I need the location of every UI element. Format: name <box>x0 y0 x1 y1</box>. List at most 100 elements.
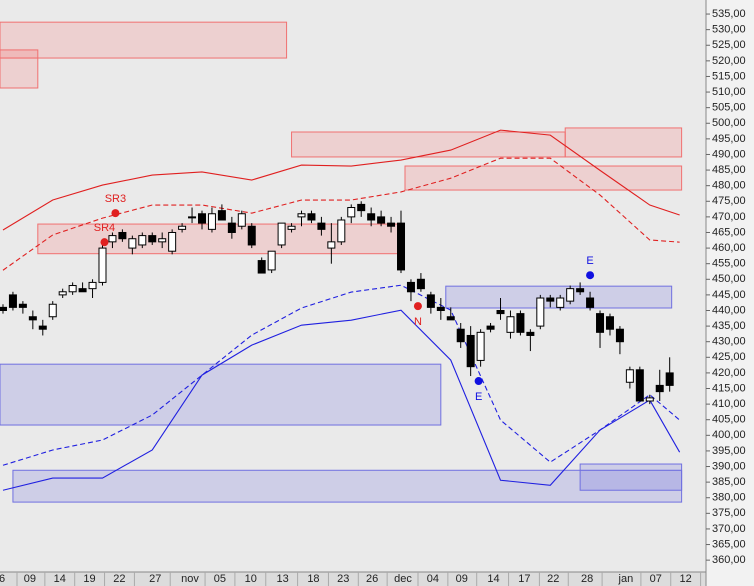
candle-body <box>367 213 376 221</box>
candle-body <box>98 247 107 283</box>
y-tick-label: 535,00 <box>712 8 746 20</box>
x-tick-label: 14 <box>54 573 66 585</box>
y-axis-area <box>706 0 754 586</box>
y-tick-label: 395,00 <box>712 445 746 457</box>
x-axis-area <box>0 572 706 586</box>
candle-body <box>426 294 435 308</box>
y-tick-label: 460,00 <box>712 242 746 254</box>
signal-marker <box>100 238 109 247</box>
zone <box>0 363 442 426</box>
candle-body <box>635 369 644 402</box>
y-tick-label: 430,00 <box>712 336 746 348</box>
x-tick-label: 22 <box>113 573 125 585</box>
candle-body <box>665 372 674 386</box>
y-tick-label: 410,00 <box>712 398 746 410</box>
candle-body <box>506 316 515 333</box>
x-tick-label: 23 <box>337 573 349 585</box>
zone <box>445 285 673 309</box>
candle-body <box>237 213 246 227</box>
candle-body <box>615 328 624 343</box>
candle-body <box>118 231 127 240</box>
y-tick-label: 475,00 <box>712 195 746 207</box>
candle-body <box>645 397 654 402</box>
y-tick-label: 525,00 <box>712 39 746 51</box>
candle-body <box>58 291 67 296</box>
y-tick-label: 510,00 <box>712 86 746 98</box>
candle-body <box>38 325 47 330</box>
signal-label: E <box>586 255 593 267</box>
candle-body <box>0 306 7 311</box>
candle-body <box>48 303 57 318</box>
signal-label: E <box>475 391 482 403</box>
y-tick-label: 375,00 <box>712 507 746 519</box>
candle-body <box>546 297 555 302</box>
zone <box>579 463 683 491</box>
y-tick-label: 505,00 <box>712 102 746 114</box>
x-tick-label: 14 <box>487 573 499 585</box>
x-tick-label: 09 <box>24 573 36 585</box>
y-tick-label: 415,00 <box>712 382 746 394</box>
y-tick-label: 405,00 <box>712 414 746 426</box>
y-tick-label: 520,00 <box>712 55 746 67</box>
candle-body <box>28 316 37 321</box>
candle-body <box>436 306 445 311</box>
signal-label: SR4 <box>94 222 115 234</box>
x-tick-label: 6 <box>0 573 5 585</box>
candle-body <box>128 238 137 249</box>
zone <box>291 131 566 158</box>
candle-body <box>18 303 27 308</box>
candle-body <box>227 222 236 233</box>
candle-body <box>158 238 167 243</box>
y-tick-label: 515,00 <box>712 70 746 82</box>
signal-marker <box>474 377 483 386</box>
y-tick-label: 485,00 <box>712 164 746 176</box>
candle-body <box>516 313 525 333</box>
y-tick-label: 360,00 <box>712 554 746 566</box>
candle-body <box>267 250 276 271</box>
candle-body <box>138 235 147 246</box>
indicator-line <box>2 309 681 491</box>
candle-body <box>486 325 495 330</box>
x-tick-label: 10 <box>245 573 257 585</box>
y-tick-label: 435,00 <box>712 320 746 332</box>
signal-label: N <box>414 316 422 328</box>
signal-marker <box>111 209 120 218</box>
candle-body <box>466 334 475 368</box>
candle-body <box>217 210 226 221</box>
y-tick-label: 490,00 <box>712 148 746 160</box>
y-tick-label: 470,00 <box>712 211 746 223</box>
x-tick-label: 22 <box>547 573 559 585</box>
candle-body <box>277 222 286 246</box>
y-tick-label: 370,00 <box>712 523 746 535</box>
candle-body <box>88 281 97 290</box>
zone <box>12 469 683 503</box>
signal-marker <box>413 302 422 311</box>
zone <box>37 223 402 255</box>
signal-marker <box>586 271 595 280</box>
y-tick-label: 365,00 <box>712 538 746 550</box>
zone <box>0 49 39 89</box>
y-tick-label: 445,00 <box>712 289 746 301</box>
candle-body <box>337 219 346 243</box>
x-tick-label: 28 <box>581 573 593 585</box>
signal-label: SR3 <box>105 193 126 205</box>
x-tick-label: 26 <box>366 573 378 585</box>
x-tick-label: 17 <box>518 573 530 585</box>
zone <box>404 165 683 191</box>
candle-body <box>148 235 157 243</box>
plot-layer: SR3 SR4 N E E <box>0 21 683 503</box>
candle-body <box>357 203 366 212</box>
candle-body <box>406 281 415 293</box>
x-tick-label: 19 <box>83 573 95 585</box>
y-tick-label: 480,00 <box>712 180 746 192</box>
candle-body <box>536 297 545 327</box>
candle-body <box>197 213 206 224</box>
indicator-line <box>2 129 680 231</box>
candle-body <box>377 216 386 224</box>
y-tick-label: 455,00 <box>712 258 746 270</box>
candle-body <box>178 225 187 230</box>
x-tick-label: 07 <box>650 573 662 585</box>
x-tick-label: 09 <box>456 573 468 585</box>
candle-body <box>78 288 87 293</box>
